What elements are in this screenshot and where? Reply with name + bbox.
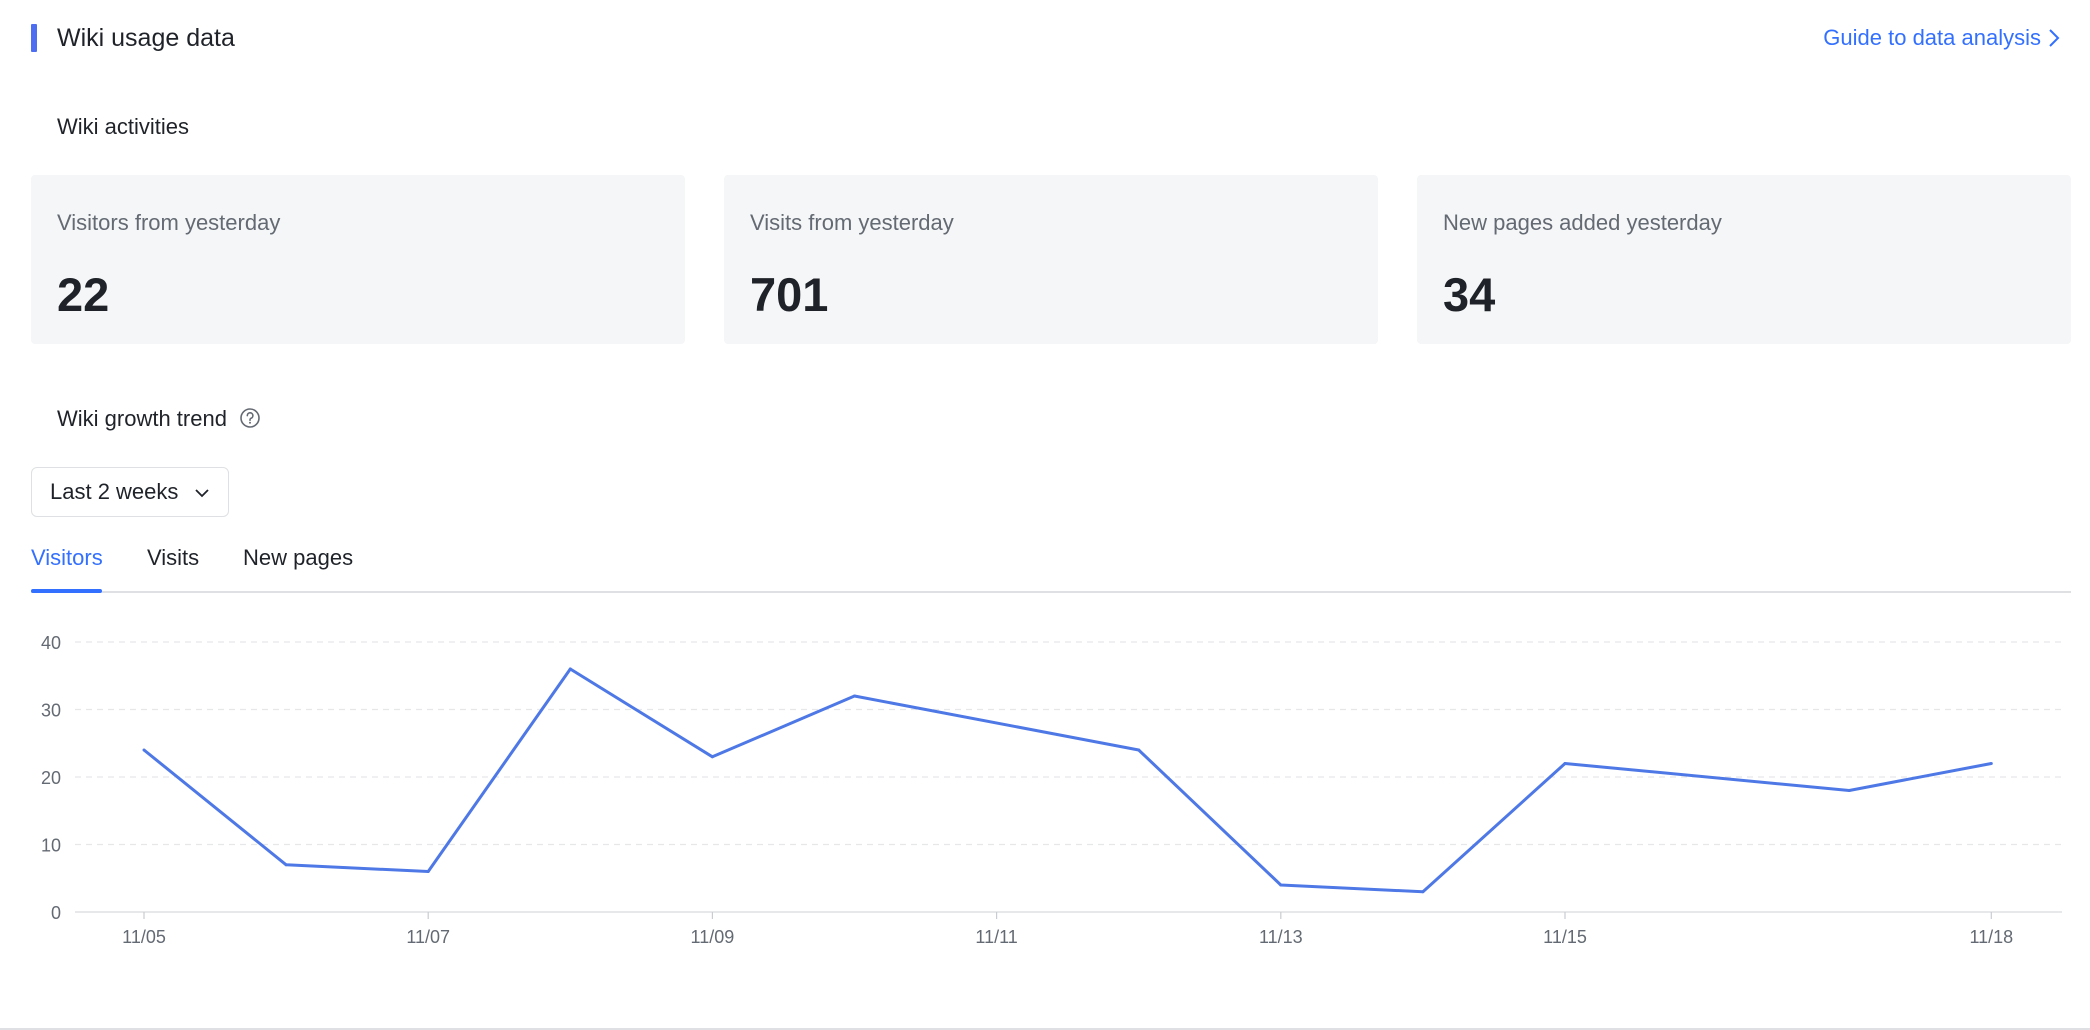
bottom-divider (0, 1028, 2090, 1030)
range-select[interactable]: Last 2 weeks (31, 467, 229, 517)
card-label: New pages added yesterday (1443, 210, 1722, 235)
card-value: 34 (1443, 268, 1496, 321)
data-point (1279, 883, 1283, 887)
card-new-pages: New pages added yesterday 34 (1417, 175, 2071, 344)
card-label: Visitors from yesterday (57, 210, 281, 235)
data-point (568, 667, 572, 671)
card-visits: Visits from yesterday 701 (724, 175, 1378, 344)
series-line (143, 667, 1992, 894)
data-point (710, 755, 714, 759)
x-tick-label: 11/07 (406, 927, 450, 947)
range-select-value: Last 2 weeks (50, 479, 179, 504)
x-tick-label: 11/15 (1543, 927, 1587, 947)
tab-visitors[interactable]: Visitors (31, 545, 103, 570)
title-accent-bar (31, 24, 37, 52)
y-tick-label: 40 (41, 633, 61, 653)
data-point (142, 748, 146, 752)
chevron-right-icon (2049, 29, 2060, 47)
page-header: Wiki usage data Guide to data analysis (31, 20, 2061, 56)
x-tick-label: 11/13 (1259, 927, 1303, 947)
metric-tabs: Visitors Visits New pages (31, 536, 2071, 593)
activities-section-title: Wiki activities (57, 114, 190, 139)
tab-new-pages[interactable]: New pages (243, 545, 354, 570)
growth-section-label: Wiki growth trend (57, 406, 227, 431)
x-tick-label: 11/09 (691, 927, 735, 947)
chevron-down-icon (195, 489, 209, 498)
visitors-line-chart: 0 10 20 30 40 11/05 11/07 11/09 11/11 11/13 11/15 1… (41, 633, 2062, 947)
data-point (1847, 789, 1851, 792)
tab-visits[interactable]: Visits (147, 545, 200, 570)
y-tick-label: 20 (41, 768, 61, 788)
x-tick-label: 11/11 (975, 927, 1017, 947)
guide-link-label: Guide to data analysis (1823, 25, 2041, 50)
card-value: 701 (750, 268, 829, 321)
page-title: Wiki usage data (57, 24, 235, 52)
y-tick-label: 10 (41, 836, 61, 856)
x-tick-label: 11/05 (122, 927, 166, 947)
y-tick-label: 0 (51, 903, 61, 923)
card-visitors: Visitors from yesterday 22 (31, 175, 685, 344)
activity-cards: Visitors from yesterday 22 Visits from y… (31, 175, 2071, 344)
card-label: Visits from yesterday (750, 210, 954, 235)
data-point (853, 694, 856, 698)
active-tab-indicator (31, 589, 102, 593)
data-point (1989, 762, 1993, 765)
data-point (1421, 890, 1425, 894)
card-value: 22 (57, 268, 110, 321)
growth-section-title: Wiki growth trend (57, 404, 261, 434)
data-point (426, 870, 430, 873)
guide-link[interactable]: Guide to data analysis (1823, 22, 2061, 54)
x-tick-label: 11/18 (1969, 927, 2013, 947)
y-tick-label: 30 (41, 701, 61, 721)
data-point (284, 863, 288, 867)
data-point (1563, 762, 1567, 765)
data-point (1137, 748, 1141, 752)
question-circle-icon[interactable] (239, 407, 261, 429)
